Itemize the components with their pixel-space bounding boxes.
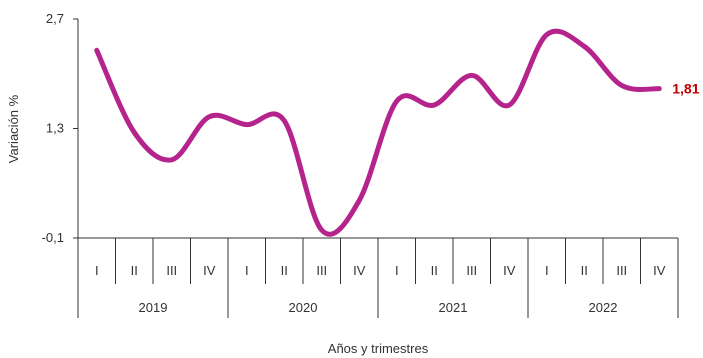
data-point <box>357 198 362 203</box>
series-line <box>94 28 662 237</box>
data-point <box>132 130 137 135</box>
data-point <box>469 73 474 78</box>
data-point <box>282 118 287 123</box>
data-point <box>319 228 324 233</box>
data-point <box>507 103 512 108</box>
x-quarter-label: IV <box>653 263 666 278</box>
x-year-label: 2019 <box>139 300 168 315</box>
data-point <box>544 32 549 37</box>
x-quarter-label: I <box>395 263 399 278</box>
data-point <box>432 103 437 108</box>
x-year-label: 2021 <box>439 300 468 315</box>
x-quarter-label: IV <box>203 263 216 278</box>
last-value-label: 1,81 <box>672 81 699 97</box>
series-group <box>94 28 662 237</box>
x-quarter-label: II <box>581 263 588 278</box>
x-quarter-label: IV <box>353 263 366 278</box>
data-point <box>207 114 212 119</box>
y-axis-title: Variación % <box>6 94 21 163</box>
x-quarter-label: IV <box>503 263 516 278</box>
y-tick-label: 2,7 <box>46 11 64 26</box>
data-point <box>657 86 662 91</box>
data-point <box>582 44 587 49</box>
x-quarter-label: I <box>245 263 249 278</box>
x-quarter-label: III <box>316 263 327 278</box>
x-year-label: 2020 <box>289 300 318 315</box>
x-axis-title: Años y trimestres <box>328 341 429 356</box>
x-quarter-label: II <box>131 263 138 278</box>
x-quarter-label: III <box>466 263 477 278</box>
data-point <box>394 99 399 104</box>
data-point <box>169 157 174 162</box>
data-point <box>94 48 99 53</box>
x-quarter-label: II <box>431 263 438 278</box>
x-quarter-label: III <box>166 263 177 278</box>
x-year-label: 2022 <box>589 300 618 315</box>
data-point <box>619 83 624 88</box>
x-quarter-label: II <box>281 263 288 278</box>
y-tick-label: -0,1 <box>42 230 64 245</box>
x-quarter-label: I <box>545 263 549 278</box>
y-tick-label: 1,3 <box>46 121 64 136</box>
x-quarter-label: III <box>616 263 627 278</box>
data-point <box>244 122 249 127</box>
x-quarter-label: I <box>95 263 99 278</box>
y-axis: 2,7 1,3 -0,1 <box>42 11 79 245</box>
